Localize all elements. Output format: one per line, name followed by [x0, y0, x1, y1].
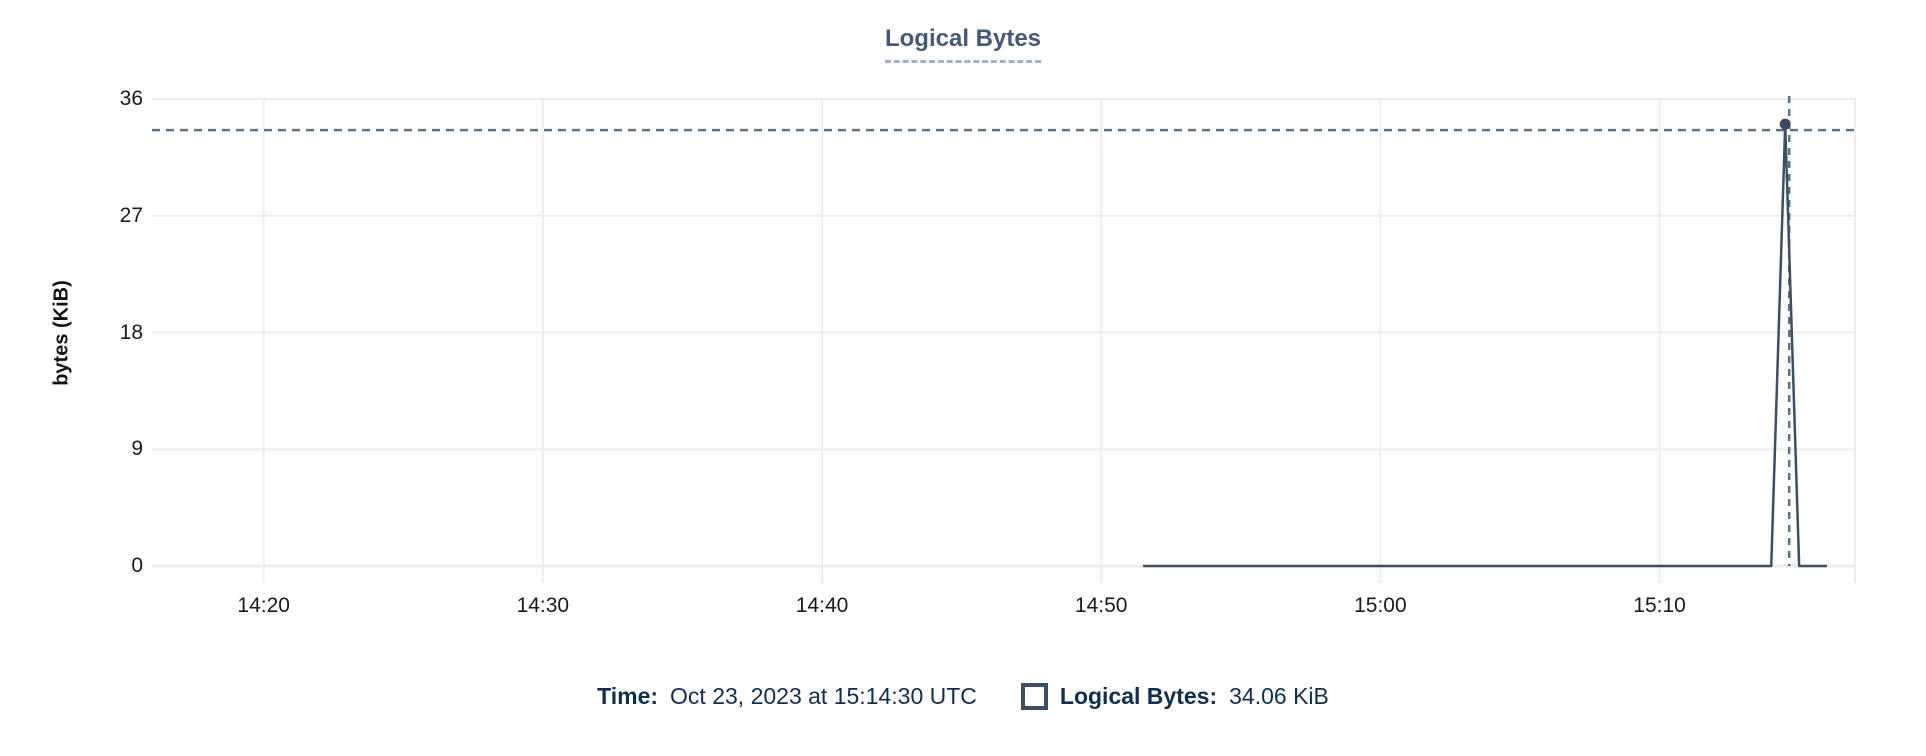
tooltip-series-value: 34.06 KiB: [1229, 682, 1329, 709]
y-axis-title: bytes (KiB): [50, 280, 73, 386]
chart-title[interactable]: Logical Bytes: [884, 25, 1042, 63]
y-tick-label: 18: [119, 320, 143, 344]
x-tick-label: 15:00: [1354, 594, 1407, 617]
tooltip-time-label: Time:: [597, 682, 659, 709]
tooltip-time-value: Oct 23, 2023 at 15:14:30 UTC: [670, 682, 977, 709]
selected-point-marker: [1779, 118, 1791, 130]
tooltip-time-group: Time: Oct 23, 2023 at 15:14:30 UTC: [597, 683, 977, 710]
x-tick-label: 14:50: [1074, 594, 1128, 617]
x-tick-label: 15:10: [1633, 594, 1686, 617]
x-tick-label: 14:30: [516, 594, 570, 617]
chart-header: Logical Bytes: [0, 25, 1926, 63]
tooltip-readout: Time: Oct 23, 2023 at 15:14:30 UTC Logic…: [0, 676, 1926, 716]
tooltip-series-group: Logical Bytes: 34.06 KiB: [1020, 682, 1329, 710]
square-outline-icon: [1020, 682, 1048, 710]
x-tick-label: 14:40: [795, 594, 849, 617]
tooltip-series-label: Logical Bytes:: [1059, 682, 1218, 709]
y-tick-label: 0: [131, 554, 143, 577]
y-tick-label: 27: [119, 203, 143, 227]
y-tick-label: 9: [131, 437, 143, 461]
series-line-logical-bytes: [1143, 122, 1828, 568]
x-tick-label: 14:20: [237, 594, 290, 617]
y-tick-label: 36: [119, 87, 143, 110]
